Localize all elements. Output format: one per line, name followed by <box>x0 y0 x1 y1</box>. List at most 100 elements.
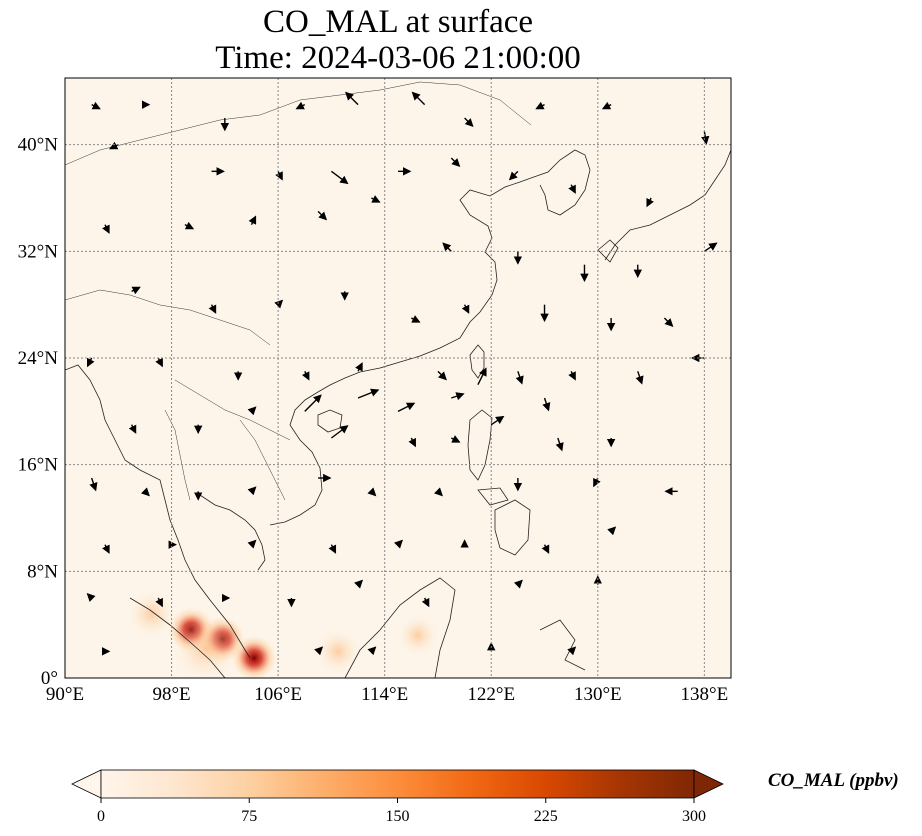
lon-tick-label: 114°E <box>361 684 408 705</box>
colorbar-tick-label: 0 <box>97 808 105 825</box>
wind-arrow <box>275 171 283 181</box>
wind-arrow <box>141 487 150 497</box>
wind-arrow <box>421 597 430 608</box>
colorbar-max-extension <box>693 769 724 799</box>
coastline-sulawesi <box>539 619 586 671</box>
wind-arrow <box>184 221 195 230</box>
wind-arrow <box>437 370 447 381</box>
wind-arrow <box>248 215 257 225</box>
wind-arrow <box>304 394 322 412</box>
coastline-kyushu <box>597 239 619 263</box>
gridlines <box>65 78 731 678</box>
map-frame <box>64 77 732 679</box>
co-concentration-field <box>128 591 438 678</box>
wind-arrow <box>568 371 576 381</box>
wind-arrow <box>345 91 359 106</box>
lon-tick-label: 106°E <box>254 684 302 705</box>
wind-arrow <box>434 487 443 497</box>
wind-arrow <box>411 91 426 106</box>
wind-arrow <box>91 101 101 110</box>
wind-arrow <box>317 210 328 221</box>
wind-arrow <box>477 367 487 385</box>
wind-arrow <box>513 579 523 589</box>
border-indochina <box>174 379 291 441</box>
wind-arrow <box>411 315 421 323</box>
wind-arrow <box>451 392 465 401</box>
wind-arrow <box>607 526 617 536</box>
wind-arrow <box>330 170 349 185</box>
co-hotspot <box>128 591 175 637</box>
wind-arrow <box>109 141 119 150</box>
wind-arrow <box>128 424 137 434</box>
wind-arrow <box>295 101 306 110</box>
wind-arrow <box>461 304 470 314</box>
colorbar-tick-label: 300 <box>682 808 706 825</box>
latitude-tick-labels: 0° 8°N 16°N 24°N 32°N 40°N <box>18 135 59 689</box>
colorbar-label: CO_MAL (ppbv) <box>768 770 899 791</box>
wind-arrow <box>515 371 524 385</box>
colorbar-min-extension <box>71 769 102 799</box>
coastlines <box>65 149 731 678</box>
wind-arrow <box>646 197 654 208</box>
wind-arrow <box>354 579 364 589</box>
co-hotspot <box>231 635 277 678</box>
colorbar-tick-label: 75 <box>241 808 257 825</box>
wind-vector-field <box>86 91 718 656</box>
lat-tick-label: 40°N <box>18 135 59 156</box>
lon-tick-label: 122°E <box>467 684 515 705</box>
wind-arrow <box>703 242 718 252</box>
map-subtitle-time: Time: 2024-03-06 21:00:00 <box>215 40 581 76</box>
colorbar-tick-label: 225 <box>534 808 558 825</box>
colorbar-tick-label: 150 <box>386 808 410 825</box>
coastline-japan <box>604 149 731 261</box>
wind-arrow <box>208 304 217 314</box>
wind-arrow <box>593 477 601 488</box>
wind-arrow <box>555 437 564 452</box>
wind-arrow <box>330 425 349 439</box>
colorbar-gradient <box>100 769 695 799</box>
wind-arrow <box>89 477 98 492</box>
colorbar-ticks: 0 75 150 225 300 <box>97 798 706 825</box>
wind-arrow <box>601 101 612 110</box>
coastline-borneo <box>344 577 456 678</box>
wind-arrow <box>247 539 257 549</box>
lon-tick-label: 130°E <box>574 684 622 705</box>
wind-arrow <box>568 184 576 194</box>
wind-arrow <box>367 646 377 656</box>
lat-tick-label: 8°N <box>27 561 58 582</box>
coastline-mindanao <box>494 499 531 556</box>
coastline-east-asia <box>269 177 532 526</box>
wind-arrow <box>131 286 141 295</box>
wind-arrow <box>247 486 257 496</box>
wind-arrow <box>102 224 110 234</box>
lon-tick-label: 138°E <box>681 684 729 705</box>
wind-arrow <box>397 402 416 412</box>
lon-tick-label: 98°E <box>152 684 190 705</box>
wind-arrow <box>442 242 452 252</box>
coastline-taiwan <box>469 344 485 379</box>
wind-arrow <box>102 544 110 554</box>
coastline-sumatra <box>129 597 226 678</box>
wind-arrow <box>328 544 337 554</box>
wind-arrow <box>541 544 550 554</box>
lat-tick-label: 16°N <box>18 455 59 476</box>
wind-arrow <box>371 195 381 203</box>
wind-arrow <box>701 131 710 145</box>
wind-arrow <box>450 157 461 167</box>
lat-tick-label: 24°N <box>18 348 59 369</box>
wind-arrow <box>490 415 505 426</box>
wind-arrow <box>408 437 416 448</box>
wind-arrow <box>155 357 163 368</box>
lon-tick-label: 90°E <box>46 684 84 705</box>
wind-arrow <box>247 406 257 416</box>
wind-arrow <box>508 170 519 181</box>
wind-arrow <box>87 357 95 368</box>
wind-arrow <box>355 362 363 372</box>
lat-tick-label: 32°N <box>18 241 59 262</box>
wind-arrow <box>535 101 545 110</box>
co-hotspot <box>316 629 360 673</box>
wind-arrow <box>86 593 96 602</box>
wind-arrow <box>464 117 474 127</box>
wind-arrow <box>274 299 284 309</box>
